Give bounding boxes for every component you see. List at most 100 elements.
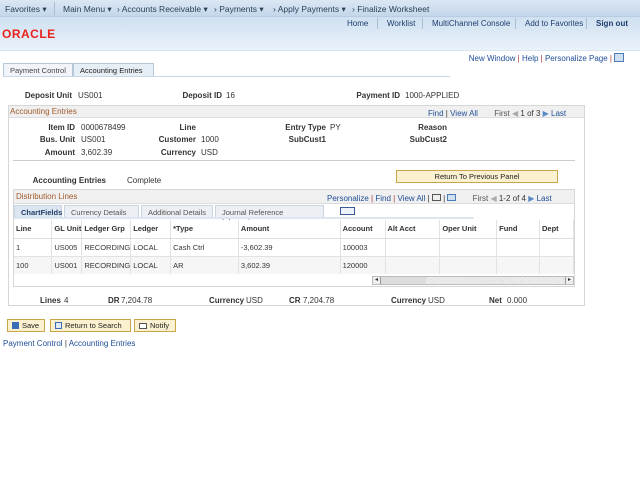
column-header[interactable]: Amount — [238, 220, 341, 239]
tab-payment-control[interactable]: Payment Control — [3, 63, 73, 77]
crumb-label: Finalize Worksheet — [357, 4, 430, 14]
horizontal-scrollbar[interactable]: ◂ ▸ — [372, 276, 574, 285]
divider: | — [609, 54, 612, 63]
last-link[interactable]: Last — [551, 109, 567, 118]
view-all-link[interactable]: View All — [450, 109, 478, 118]
column-header[interactable]: Alt Acct — [385, 220, 441, 239]
main-menu[interactable]: Main Menu ▾ — [63, 4, 112, 14]
previous-icon[interactable]: ◀ — [512, 109, 519, 118]
next-icon[interactable]: ▶ — [528, 194, 535, 203]
download-icon[interactable] — [447, 194, 457, 201]
add-to-favorites-link[interactable]: Add to Favorites — [525, 19, 584, 28]
scroll-left-icon[interactable]: ◂ — [373, 277, 381, 284]
zoom-grid-icon[interactable] — [431, 194, 441, 201]
currency-value: USD — [201, 148, 218, 157]
divider — [13, 160, 575, 161]
table-cell: RECORDING — [81, 256, 132, 275]
accounting-entries-box — [8, 105, 585, 306]
deposit-id-value: 16 — [226, 91, 235, 100]
breadcrumb-accounts-receivable[interactable]: › Accounts Receivable ▾ — [117, 4, 208, 14]
currency-value: USD — [246, 296, 263, 305]
help-link[interactable]: Help — [521, 54, 539, 63]
multichannel-console-link[interactable]: MultiChannel Console — [432, 19, 511, 28]
tab-accounting-entries[interactable]: Accounting Entries — [73, 63, 154, 77]
find-link[interactable]: Find — [428, 109, 444, 118]
bus-unit-value: US001 — [81, 135, 106, 144]
home-link[interactable]: Home — [347, 19, 369, 28]
personalize-page-link[interactable]: Personalize Page — [544, 54, 608, 63]
view-all-link[interactable]: View All — [397, 194, 426, 203]
column-header[interactable]: GL Unit — [51, 220, 83, 239]
tab-chartfields[interactable]: ChartFields — [14, 205, 62, 218]
payment-id-label: Payment ID — [356, 91, 400, 100]
tab-additional-details[interactable]: Additional Details — [141, 205, 213, 218]
tab-underline — [3, 76, 450, 77]
scrollbar-thumb[interactable] — [381, 277, 426, 284]
breadcrumb-apply-payments[interactable]: › Apply Payments ▾ — [273, 4, 346, 14]
previous-icon[interactable]: ◀ — [490, 194, 497, 203]
table-cell — [539, 238, 574, 257]
table-cell: 100003 — [340, 238, 386, 257]
next-icon[interactable]: ▶ — [542, 109, 549, 118]
footer-accounting-entries-link[interactable]: Accounting Entries — [68, 339, 136, 348]
net-value: 0.000 — [507, 296, 528, 305]
table-row: 100 US001 RECORDING LOCAL AR 3,602.39 120000 — [14, 256, 574, 275]
item-id-label: Item ID — [48, 123, 75, 132]
main-menu-label: Main Menu — [63, 4, 106, 14]
column-header[interactable]: Ledger — [130, 220, 172, 239]
range-text: 1-2 of 4 — [498, 194, 526, 203]
acct-nav: Find | View All First ◀ 1 of 3 ▶ Last — [428, 109, 567, 118]
notify-button[interactable]: Notify — [134, 319, 176, 332]
last-link[interactable]: Last — [536, 194, 552, 203]
oracle-logo: ORACLE — [2, 27, 56, 41]
accounting-status-label: Accounting Entries — [32, 176, 106, 185]
grid-header-row: Line GL Unit Ledger Grp Ledger *Type Amount Ac… — [14, 220, 574, 239]
save-button[interactable]: Save — [7, 319, 45, 332]
table-cell: US005 — [51, 238, 83, 257]
table-cell — [385, 256, 441, 275]
distribution-lines-grid: Line GL Unit Ledger Grp Ledger *Type Amount Ac… — [14, 220, 574, 275]
crumb-label: Apply Payments — [277, 4, 340, 14]
cr-value: 7,204.78 — [303, 296, 335, 305]
tab-currency-details[interactable]: Currency Details — [64, 205, 139, 218]
worklist-link[interactable]: Worklist — [387, 19, 416, 28]
page-settings-icon[interactable] — [614, 53, 624, 62]
favorites-menu[interactable]: Favorites ▾ — [5, 4, 47, 14]
column-header[interactable]: Fund — [496, 220, 541, 239]
divider: | — [540, 54, 543, 63]
deposit-unit-label: Deposit Unit — [24, 91, 72, 100]
currency-label: Currency — [391, 296, 427, 305]
range-text: 1 of 3 — [520, 109, 541, 118]
find-link[interactable]: Find — [375, 194, 391, 203]
column-header[interactable]: Oper Unit — [439, 220, 498, 239]
favorites-label: Favorites — [5, 4, 40, 14]
lines-label: Lines — [40, 296, 61, 305]
breadcrumb-payments[interactable]: › Payments ▾ — [214, 4, 264, 14]
footer-payment-control-link[interactable]: Payment Control — [3, 339, 63, 348]
column-header[interactable]: Dept — [539, 220, 574, 239]
show-all-columns-icon[interactable] — [340, 207, 355, 215]
return-to-search-button[interactable]: Return to Search — [50, 319, 131, 332]
divider — [54, 2, 55, 15]
scroll-right-icon[interactable]: ▸ — [565, 277, 573, 284]
new-window-link[interactable]: New Window — [468, 54, 516, 63]
return-to-previous-panel-button[interactable]: Return To Previous Panel — [396, 170, 558, 183]
column-header[interactable]: Ledger Grp — [81, 220, 132, 239]
line-label: Line — [179, 123, 196, 132]
return-to-search-label: Return to Search — [65, 321, 122, 330]
breadcrumb-current: › Finalize Worksheet — [352, 4, 430, 14]
personalize-link[interactable]: Personalize — [327, 194, 369, 203]
lines-value: 4 — [64, 296, 69, 305]
section-title: Accounting Entries — [10, 107, 77, 116]
sign-out-link[interactable]: Sign out — [596, 19, 628, 28]
item-id-value: 0000678499 — [81, 123, 126, 132]
distribution-lines-title: Distribution Lines — [16, 192, 78, 201]
customer-label: Customer — [158, 135, 196, 144]
column-header[interactable]: *Type — [170, 220, 239, 239]
column-header[interactable]: Account — [340, 220, 386, 239]
table-cell: RECORDING — [81, 238, 132, 257]
table-cell: -3,602.39 — [238, 238, 341, 257]
table-cell — [439, 238, 498, 257]
column-header[interactable]: Line — [14, 220, 53, 239]
table-cell: 3,602.39 — [238, 256, 341, 275]
